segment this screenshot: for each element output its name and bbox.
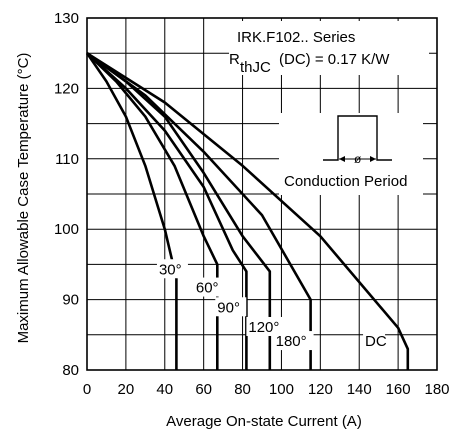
series-label: 120°: [248, 319, 279, 336]
series-line: [86, 52, 312, 370]
arrow-right-icon: [370, 156, 376, 162]
series-label: 30°: [159, 261, 182, 278]
series-label: 90°: [217, 299, 240, 316]
x-tick-label: 180: [424, 381, 449, 398]
series-label: 60°: [196, 280, 219, 297]
x-tick-label: 0: [83, 381, 91, 398]
series-line: [86, 52, 410, 370]
x-tick-label: 100: [269, 381, 294, 398]
rth-subscript: thJC: [240, 59, 271, 76]
x-tick-label: 160: [386, 381, 411, 398]
y-axis-title: Maximum Allowable Case Temperature (°C): [15, 53, 32, 344]
legend-annotation: IRK.F102.. Series R thJC (DC) = 0.17 K/W: [229, 21, 429, 76]
x-tick-label: 80: [234, 381, 251, 398]
x-tick-label: 120: [308, 381, 333, 398]
series-labels: 30° 60° 90° 120°180° DC: [156, 259, 387, 351]
series-label-backdrop: [193, 277, 225, 297]
x-axis-title: Average On-state Current (A): [166, 413, 362, 430]
x-tick-label: 40: [156, 381, 173, 398]
y-tick-label: 130: [54, 10, 79, 27]
x-tick-label: 140: [347, 381, 372, 398]
series-name-label: IRK.F102.. Series: [237, 29, 355, 46]
rth-value: (DC) = 0.17 K/W: [279, 51, 390, 68]
conduction-period-label: Conduction Period: [284, 173, 407, 190]
series-label-backdrop: [156, 259, 188, 279]
y-tick-label: 120: [54, 80, 79, 97]
annotation-backdrop: [229, 21, 429, 75]
arrow-left-icon: [339, 156, 345, 162]
x-tick-label: 60: [195, 381, 212, 398]
plot-frame: [86, 17, 438, 371]
x-tick-label: 20: [118, 381, 135, 398]
series-label-backdrop: [363, 331, 386, 351]
rth-prefix: R: [229, 51, 240, 68]
tick-labels: 0 20 40 60 80 100 120 140 160 180 80 90 100 110 120 130: [54, 10, 450, 398]
y-tick-label: 80: [62, 362, 79, 379]
inset-backdrop: [279, 113, 423, 195]
series-line: [86, 52, 248, 370]
conduction-inset: ø Conduction Period: [279, 113, 423, 195]
curves: [85, 52, 410, 370]
series-line: [85, 52, 178, 370]
y-tick-label: 100: [54, 221, 79, 238]
series-line: [86, 52, 219, 370]
series-label: DC: [365, 333, 387, 350]
y-tick-label: 90: [62, 292, 79, 309]
series-label-backdrop: [273, 331, 314, 351]
y-tick-label: 110: [55, 151, 79, 168]
waveform-icon: [323, 115, 392, 161]
series-label-backdrop: [215, 297, 247, 317]
conduction-symbol: ø: [354, 152, 362, 166]
series-label: 180°: [276, 333, 307, 350]
